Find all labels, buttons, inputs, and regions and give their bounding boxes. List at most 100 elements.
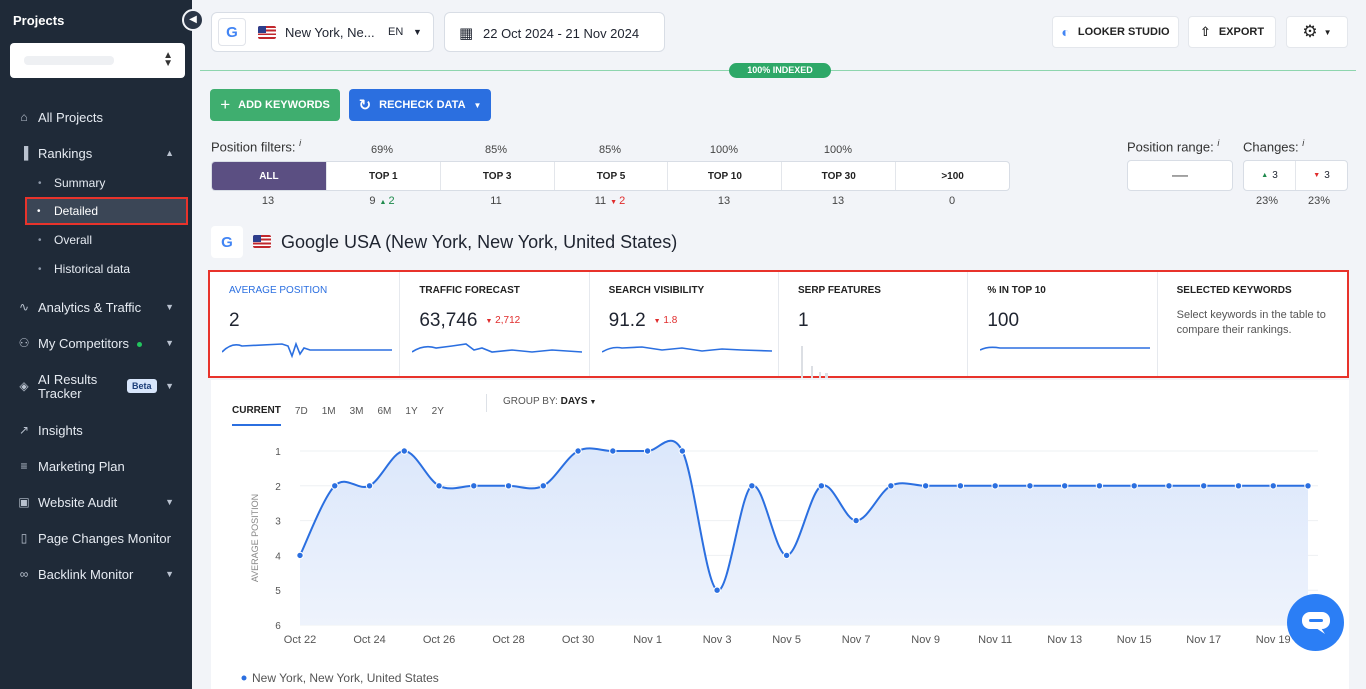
group-by[interactable]: GROUP BY: DAYS ▼ <box>503 396 596 407</box>
data-point <box>921 482 930 490</box>
tab-1y[interactable]: 1Y <box>405 405 418 417</box>
changes-down-button[interactable]: ▼ 3 <box>1296 161 1347 190</box>
metric-search-visibility[interactable]: SEARCH VISIBILITY 91.2 ▼ 1.8 <box>588 272 778 376</box>
filter-percentage: 85% <box>598 144 622 156</box>
position-filter-all[interactable]: ALL <box>212 162 326 190</box>
chevron-down-icon: ▼ <box>165 338 174 348</box>
metric-selected-keywords[interactable]: SELECTED KEYWORDS Select keywords in the… <box>1156 272 1347 376</box>
export-label: EXPORT <box>1218 26 1265 38</box>
sidebar-item-label: My Competitors <box>38 335 130 351</box>
recheck-label: RECHECK DATA <box>379 99 466 111</box>
sidebar-item-rankings[interactable]: ▐ Rankings ▲ <box>0 140 192 166</box>
sidebar-item-all-projects[interactable]: ⌂ All Projects <box>0 104 192 130</box>
settings-button[interactable]: ⚙ ▼ <box>1286 16 1348 48</box>
data-point <box>748 482 756 490</box>
sidebar-item-analytics[interactable]: ∿ Analytics & Traffic ▼ <box>0 294 192 320</box>
recheck-data-button[interactable]: ↻ RECHECK DATA ▼ <box>349 89 491 121</box>
metric-delta-value: 2,712 <box>495 315 521 326</box>
info-icon: i <box>1302 138 1305 148</box>
sidebar-item-competitors[interactable]: ⚇ My Competitors ▼ <box>0 330 192 356</box>
divider <box>486 394 487 412</box>
legend-marker <box>241 675 247 681</box>
sidebar-title: Projects <box>13 13 65 28</box>
sidebar-item-backlink-monitor[interactable]: ∞ Backlink Monitor ▼ <box>0 561 192 587</box>
tab-1m[interactable]: 1M <box>321 405 336 417</box>
sidebar-item-ai-tracker[interactable]: ◈ AI Results Tracker Beta ▼ <box>0 373 192 401</box>
filter-percentage: 100% <box>823 144 853 156</box>
indexed-badge: 100% INDEXED <box>729 63 831 78</box>
changes-up-count: 3 <box>1272 170 1278 181</box>
search-engine-title: Google USA (New York, New York, United S… <box>281 232 678 252</box>
data-point <box>782 551 791 560</box>
chevron-down-icon: ▼ <box>165 497 174 507</box>
sidebar-item-page-changes[interactable]: ▯ Page Changes Monitor <box>0 525 192 551</box>
filter-percentage: 100% <box>709 144 739 156</box>
arrow-down-icon: ▼ <box>653 318 661 325</box>
metrics-panel: AVERAGE POSITION 2 TRAFFIC FORECAST 63,7… <box>208 270 1349 378</box>
filter-count-value: 0 <box>948 195 956 207</box>
data-point <box>1060 482 1069 490</box>
info-icon: i <box>1217 138 1220 148</box>
sidebar-subitem-overall[interactable]: • Overall <box>38 233 93 247</box>
data-point <box>852 516 860 525</box>
metric-delta-value: 1.8 <box>663 315 678 326</box>
arrow-up-icon: ▲ <box>1261 172 1269 179</box>
location-selector[interactable]: G New York, Ne... EN ▼ <box>211 12 434 52</box>
changes-up-button[interactable]: ▲ 3 <box>1244 161 1296 190</box>
filter-count: 13 <box>211 195 325 207</box>
tab-7d[interactable]: 7D <box>294 405 308 417</box>
position-filter-top-1[interactable]: TOP 1 <box>325 162 440 190</box>
looker-studio-button[interactable]: ◐ LOOKER STUDIO <box>1052 16 1179 48</box>
date-range-picker[interactable]: ▦ 22 Oct 2024 - 21 Nov 2024 <box>444 12 665 52</box>
data-point <box>435 482 443 490</box>
series-area <box>300 440 1308 625</box>
position-filter-top-5[interactable]: TOP 5 <box>553 162 668 190</box>
arrow-down-icon: ▼ <box>1313 172 1321 179</box>
data-point <box>956 482 965 490</box>
position-filter-top-10[interactable]: TOP 10 <box>667 162 781 190</box>
y-tick-label: 1 <box>275 447 281 458</box>
tab-3m[interactable]: 3M <box>349 405 364 417</box>
chat-button[interactable] <box>1287 594 1344 651</box>
upload-icon: ⇧ <box>1199 24 1211 39</box>
x-tick-label: Oct 24 <box>353 634 385 646</box>
position-range-input[interactable]: — <box>1127 160 1233 191</box>
metric-traffic-forecast[interactable]: TRAFFIC FORECAST 63,746 ▼ 2,712 <box>399 272 588 376</box>
metric-delta: ▼ 1.8 <box>654 315 678 326</box>
tab-6m[interactable]: 6M <box>377 405 392 417</box>
sidebar-subitem-historical-data[interactable]: • Historical data <box>38 262 131 276</box>
sidebar-item-label: Summary <box>54 176 106 190</box>
project-selector[interactable]: ▲ ▼ <box>10 43 185 78</box>
tab-2y[interactable]: 2Y <box>431 405 444 417</box>
x-tick-label: Nov 7 <box>842 634 871 646</box>
data-point <box>1130 482 1138 490</box>
sidebar-subitem-detailed[interactable]: • Detailed <box>25 197 188 225</box>
position-filter-100[interactable]: >100 <box>895 162 1009 190</box>
analytics-icon: ∿ <box>18 300 30 314</box>
changes-label: Changes: i <box>1243 138 1304 154</box>
plan-icon: ≡ <box>20 459 28 473</box>
metric-in-top-10[interactable]: % IN TOP 10 100 <box>967 272 1156 376</box>
sidebar-item-label: Marketing Plan <box>38 458 125 474</box>
filter-count: 11 ▼ 2 <box>553 195 667 207</box>
filter-percentage: 85% <box>484 144 508 156</box>
position-filter-top-30[interactable]: TOP 30 <box>781 162 895 190</box>
position-filter-top-3[interactable]: TOP 3 <box>439 162 554 190</box>
metric-serp-features[interactable]: SERP FEATURES 1 <box>777 272 967 378</box>
metric-average-position[interactable]: AVERAGE POSITION 2 <box>210 272 399 376</box>
position-chart: 1 2 3 4 5 6 AVERAGE POSITION Oct 22 Oct 24 Oct 26… <box>241 439 1318 685</box>
collapse-sidebar-button[interactable]: ◀ <box>182 9 204 31</box>
sidebar-subitem-summary[interactable]: • Summary <box>38 176 106 190</box>
data-point <box>1269 482 1277 490</box>
add-keywords-button[interactable]: + ADD KEYWORDS <box>210 89 340 121</box>
sidebar-item-label-2: Tracker <box>38 386 82 401</box>
filter-count-value: 9 <box>369 195 376 207</box>
chevron-down-icon: ▼ <box>587 399 597 406</box>
sidebar-item-website-audit[interactable]: ▣ Website Audit ▼ <box>0 489 192 515</box>
calendar-icon: ▦ <box>459 25 474 42</box>
sidebar-item-marketing-plan[interactable]: ≡ Marketing Plan <box>0 453 192 479</box>
metric-description: Select keywords in the table to compare … <box>1176 309 1326 336</box>
sidebar-item-insights[interactable]: ↗ Insights <box>0 417 192 443</box>
tab-current[interactable]: CURRENT <box>232 405 281 426</box>
export-button[interactable]: ⇧ EXPORT <box>1188 16 1276 48</box>
